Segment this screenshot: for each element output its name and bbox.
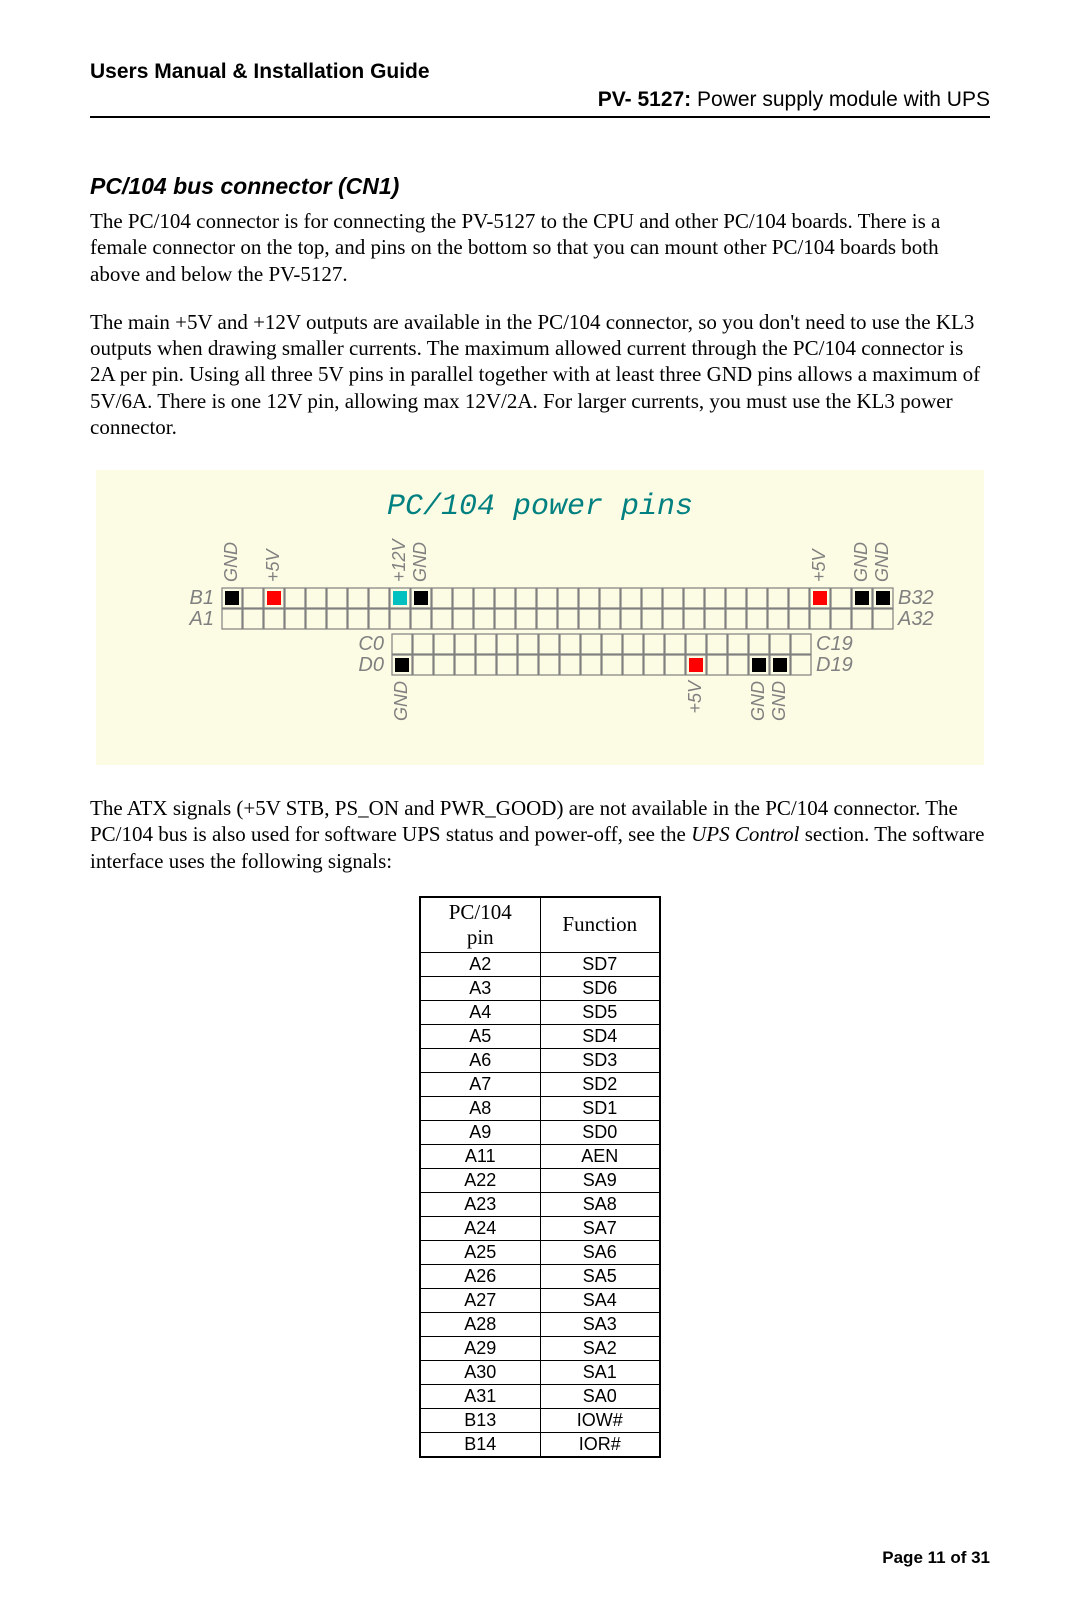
table-cell: SD4 [540, 1024, 660, 1048]
header-right: PV- 5127: Power supply module with UPS [90, 88, 990, 112]
table-row: A6SD3 [420, 1048, 660, 1072]
table-cell: IOR# [540, 1432, 660, 1457]
table-cell: SA5 [540, 1264, 660, 1288]
table-cell: SA7 [540, 1216, 660, 1240]
svg-text:GND: GND [748, 681, 768, 721]
svg-text:GND: GND [391, 681, 411, 721]
table-cell: SD7 [540, 952, 660, 976]
table-cell: A3 [420, 976, 540, 1000]
svg-text:GND: GND [872, 542, 892, 582]
table-cell: A27 [420, 1288, 540, 1312]
header-desc: Power supply module with UPS [691, 88, 990, 111]
table-cell: SA4 [540, 1288, 660, 1312]
table-cell: A30 [420, 1360, 540, 1384]
table-cell: SD3 [540, 1048, 660, 1072]
table-cell: SD0 [540, 1120, 660, 1144]
table-cell: SA1 [540, 1360, 660, 1384]
svg-text:+5V: +5V [263, 547, 283, 582]
svg-text:GND: GND [851, 542, 871, 582]
svg-text:D19: D19 [816, 654, 853, 676]
table-row: A30SA1 [420, 1360, 660, 1384]
svg-text:C19: C19 [816, 633, 853, 655]
table-row: B14IOR# [420, 1432, 660, 1457]
table-cell: A4 [420, 1000, 540, 1024]
table-cell: SD1 [540, 1096, 660, 1120]
header-rule [90, 116, 990, 118]
svg-text:C0: C0 [358, 633, 384, 655]
table-row: A8SD1 [420, 1096, 660, 1120]
table-cell: A9 [420, 1120, 540, 1144]
pin-table: PC/104 pinFunctionA2SD7A3SD6A4SD5A5SD4A6… [419, 896, 661, 1458]
table-cell: A31 [420, 1384, 540, 1408]
para-1: The PC/104 connector is for connecting t… [90, 208, 990, 287]
table-cell: A6 [420, 1048, 540, 1072]
table-cell: A25 [420, 1240, 540, 1264]
table-cell: A2 [420, 952, 540, 976]
table-cell: A29 [420, 1336, 540, 1360]
table-cell: A24 [420, 1216, 540, 1240]
svg-text:B32: B32 [898, 587, 934, 609]
table-row: A24SA7 [420, 1216, 660, 1240]
table-cell: SA2 [540, 1336, 660, 1360]
table-row: A22SA9 [420, 1168, 660, 1192]
section-heading: PC/104 bus connector (CN1) [90, 173, 990, 200]
table-header: PC/104 pin [420, 897, 540, 953]
table-row: A11AEN [420, 1144, 660, 1168]
table-cell: A23 [420, 1192, 540, 1216]
table-cell: SA9 [540, 1168, 660, 1192]
svg-text:GND: GND [769, 681, 789, 721]
svg-text:B1: B1 [190, 587, 214, 609]
svg-text:+5V: +5V [809, 547, 829, 582]
table-row: A7SD2 [420, 1072, 660, 1096]
table-cell: AEN [540, 1144, 660, 1168]
table-row: A3SD6 [420, 976, 660, 1000]
table-row: A31SA0 [420, 1384, 660, 1408]
table-cell: A26 [420, 1264, 540, 1288]
table-header: Function [540, 897, 660, 953]
page-number: Page 11 of 31 [90, 1548, 990, 1568]
table-row: A26SA5 [420, 1264, 660, 1288]
para-2: The main +5V and +12V outputs are availa… [90, 309, 990, 440]
svg-text:A32: A32 [897, 608, 934, 630]
header-product: PV- 5127: [598, 88, 691, 111]
pc104-figure: PC/104 power pins B1A1 B32A32 C0D0 C19D19 GND… [96, 470, 984, 765]
table-row: A2SD7 [420, 952, 660, 976]
svg-text:A1: A1 [189, 608, 214, 630]
table-cell: A11 [420, 1144, 540, 1168]
table-cell: IOW# [540, 1408, 660, 1432]
para-3-ital: UPS Control [691, 822, 799, 846]
svg-text:PC/104 power pins: PC/104 power pins [387, 490, 693, 524]
table-cell: SD5 [540, 1000, 660, 1024]
svg-text:+12V: +12V [389, 537, 409, 582]
table-row: A23SA8 [420, 1192, 660, 1216]
table-cell: SD6 [540, 976, 660, 1000]
header-left: Users Manual & Installation Guide [90, 60, 990, 84]
table-cell: SA3 [540, 1312, 660, 1336]
table-cell: A28 [420, 1312, 540, 1336]
table-row: A28SA3 [420, 1312, 660, 1336]
table-row: A25SA6 [420, 1240, 660, 1264]
table-row: A4SD5 [420, 1000, 660, 1024]
table-cell: SA8 [540, 1192, 660, 1216]
table-cell: SA6 [540, 1240, 660, 1264]
table-cell: A22 [420, 1168, 540, 1192]
table-row: A9SD0 [420, 1120, 660, 1144]
svg-text:GND: GND [410, 542, 430, 582]
table-cell: SA0 [540, 1384, 660, 1408]
table-row: A29SA2 [420, 1336, 660, 1360]
svg-text:D0: D0 [358, 654, 384, 676]
svg-text:+5V: +5V [685, 679, 705, 714]
table-cell: A8 [420, 1096, 540, 1120]
table-row: A27SA4 [420, 1288, 660, 1312]
table-cell: A7 [420, 1072, 540, 1096]
table-cell: B14 [420, 1432, 540, 1457]
table-cell: B13 [420, 1408, 540, 1432]
table-row: A5SD4 [420, 1024, 660, 1048]
table-cell: A5 [420, 1024, 540, 1048]
svg-text:GND: GND [221, 542, 241, 582]
table-cell: SD2 [540, 1072, 660, 1096]
para-3: The ATX signals (+5V STB, PS_ON and PWR_… [90, 795, 990, 874]
table-row: B13IOW# [420, 1408, 660, 1432]
